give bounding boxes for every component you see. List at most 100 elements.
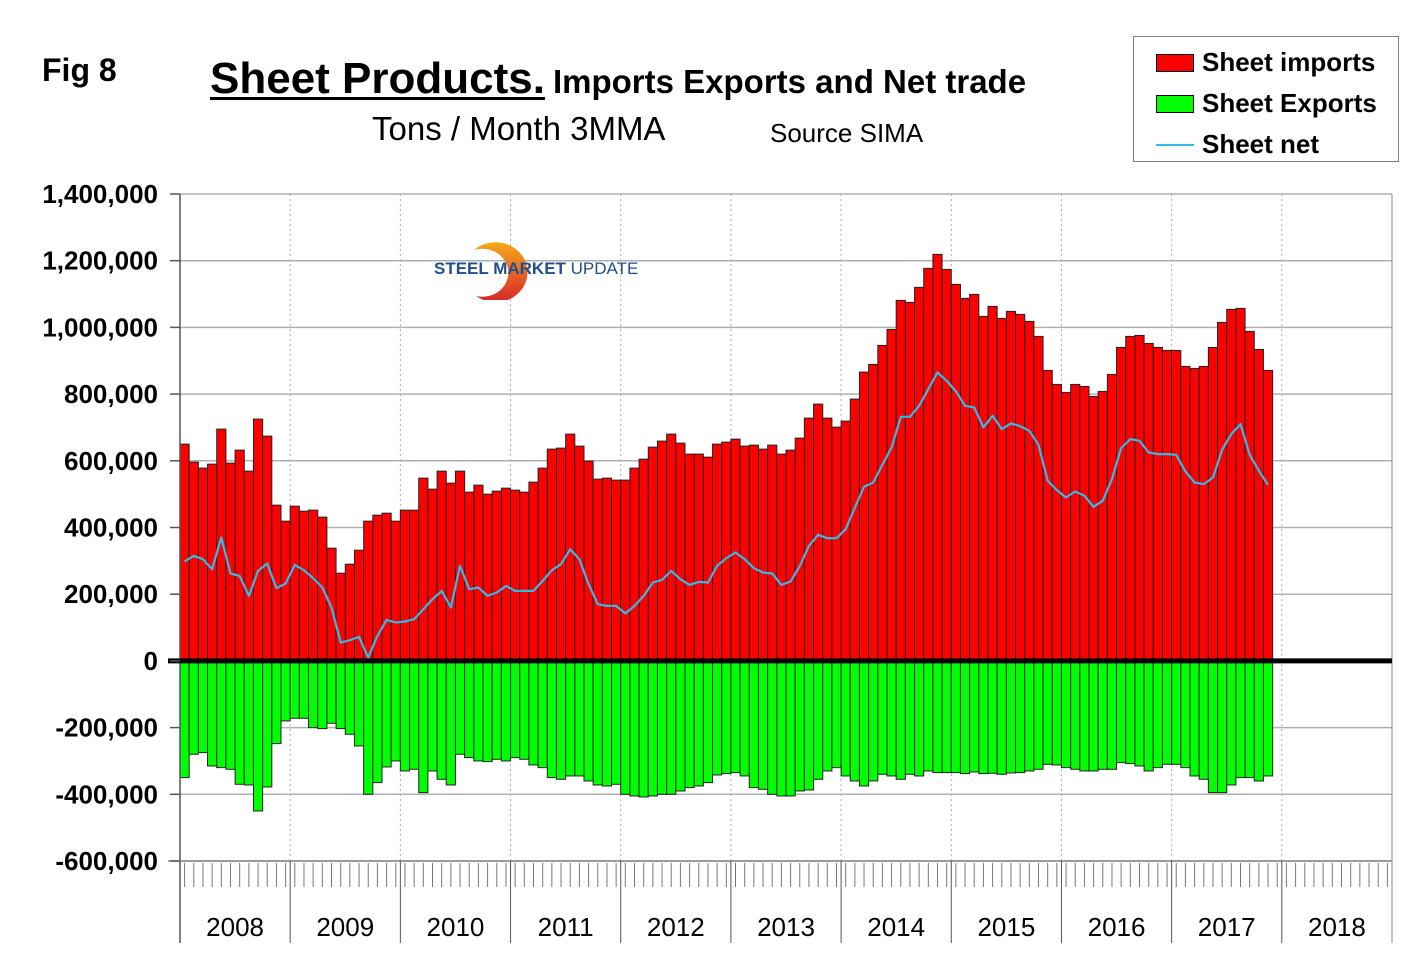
export-bar	[216, 660, 227, 769]
export-bar	[666, 660, 677, 795]
export-bar	[1134, 660, 1145, 767]
export-bar	[427, 660, 438, 772]
export-bar	[1152, 660, 1163, 769]
export-bar	[684, 660, 695, 789]
import-bar	[1005, 310, 1017, 662]
export-bar	[1143, 660, 1154, 772]
x-year-label: 2015	[977, 912, 1035, 942]
import-bar	[1189, 367, 1200, 662]
export-bar	[464, 660, 475, 759]
export-bar	[656, 660, 668, 795]
export-bar	[234, 660, 245, 785]
x-year-labels: 2008 2009 2010 2011 2012 2013 2014 2015 2016 2017…	[206, 912, 1366, 942]
export-bar	[941, 660, 952, 774]
import-bar	[197, 467, 209, 662]
import-bar	[978, 315, 989, 662]
x-year-label: 2012	[647, 912, 705, 942]
export-bar	[877, 660, 888, 775]
export-bar	[317, 660, 328, 730]
export-bar	[519, 660, 530, 760]
import-bar	[234, 449, 245, 662]
legend-item-exports: Sheet Exports	[1156, 88, 1377, 119]
export-bar	[1024, 660, 1035, 772]
export-bar	[1106, 660, 1118, 770]
export-bar	[1189, 660, 1200, 777]
export-bar	[510, 660, 521, 759]
import-bar	[555, 447, 567, 662]
export-bar	[1070, 660, 1081, 770]
export-bar	[831, 660, 842, 769]
export-bar	[353, 660, 365, 747]
export-bar	[730, 660, 741, 774]
export-bar	[1060, 660, 1072, 769]
import-bar	[730, 438, 741, 662]
export-bar	[693, 660, 704, 787]
export-bar	[179, 660, 190, 779]
import-bar	[647, 446, 658, 662]
export-bar	[620, 660, 631, 795]
import-bar	[776, 453, 787, 662]
import-bar	[822, 417, 833, 662]
import-bar	[748, 444, 759, 662]
import-bar	[546, 448, 557, 662]
export-bar	[932, 660, 943, 774]
import-bar	[427, 488, 438, 662]
import-bar	[565, 433, 576, 662]
legend: Sheet imports Sheet Exports Sheet net	[1133, 36, 1399, 162]
export-bar	[344, 660, 355, 735]
import-bar	[574, 445, 585, 662]
import-bar	[1088, 395, 1099, 662]
import-bar	[656, 440, 668, 662]
export-bar	[647, 660, 658, 797]
import-bar	[528, 481, 539, 662]
export-bar	[712, 660, 723, 776]
import-bar	[666, 433, 677, 662]
import-bar	[858, 371, 870, 662]
chart-title: Sheet Products. Imports Exports and Net t…	[210, 54, 1026, 104]
import-bar	[849, 398, 860, 662]
import-bar	[271, 504, 282, 662]
import-bar	[629, 467, 640, 662]
export-bar	[629, 660, 640, 797]
import-bar	[904, 301, 916, 662]
import-bar	[372, 514, 383, 662]
export-bar	[1244, 660, 1255, 779]
export-bar	[381, 660, 392, 768]
import-bar	[537, 467, 548, 662]
steel-market-update-logo: STEEL MARKET UPDATE	[434, 238, 674, 300]
imports-bars	[179, 253, 1274, 662]
export-bar	[776, 660, 787, 797]
export-bar	[482, 660, 493, 763]
y-tick-label: 1,400,000	[42, 179, 158, 209]
export-bar	[923, 660, 934, 772]
export-bar	[583, 660, 594, 782]
import-bar	[1106, 373, 1118, 662]
logo-text-bold: STEEL MARKET	[434, 259, 566, 278]
x-year-label: 2008	[206, 912, 264, 942]
export-bar	[748, 660, 759, 789]
export-bar	[959, 660, 971, 775]
import-bar	[1125, 335, 1136, 662]
export-bar	[1051, 660, 1062, 766]
x-year-label: 2011	[538, 912, 594, 942]
export-bar	[1198, 660, 1209, 780]
export-bar	[969, 660, 980, 773]
import-bar	[1097, 390, 1108, 662]
export-bar	[803, 660, 815, 791]
export-bar	[1033, 660, 1044, 770]
import-bar	[996, 317, 1007, 662]
import-bar	[519, 491, 530, 662]
import-bar	[813, 403, 824, 662]
import-bar	[601, 477, 613, 662]
export-bar	[1180, 660, 1191, 769]
import-bar	[500, 487, 512, 662]
import-bar	[620, 479, 631, 662]
export-bar	[445, 660, 456, 786]
import-bar	[767, 444, 778, 662]
export-bar	[418, 660, 429, 794]
import-bar	[1060, 391, 1072, 662]
export-bar	[601, 660, 613, 787]
exports-bars	[179, 660, 1274, 812]
import-bar	[638, 458, 649, 662]
